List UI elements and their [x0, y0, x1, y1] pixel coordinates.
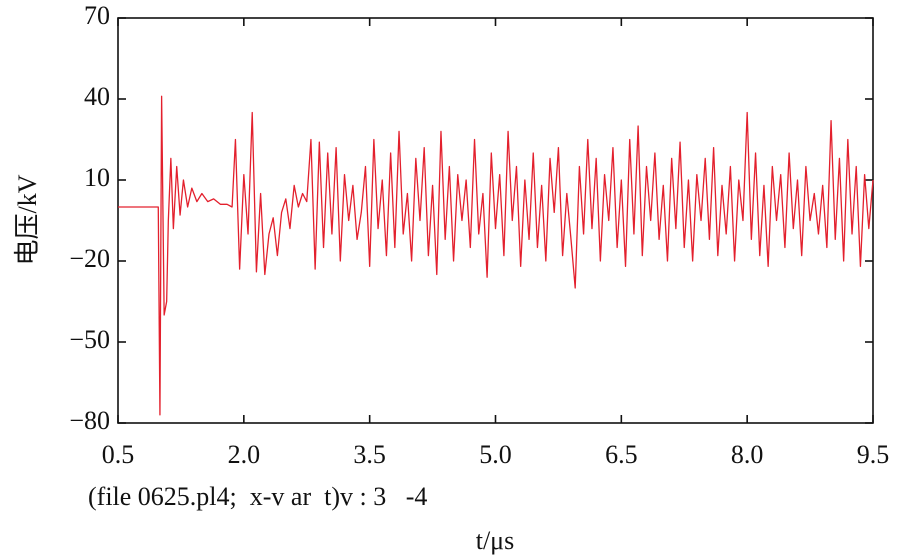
y-tick-label: −50: [69, 325, 110, 354]
y-axis-label: 电压/kV: [13, 174, 42, 265]
signal-line: [118, 95, 874, 416]
x-tick-label: 3.5: [353, 440, 386, 469]
y-tick-label: 70: [84, 1, 110, 30]
y-tick-label: −80: [69, 406, 110, 435]
x-tick-label: 8.0: [731, 440, 764, 469]
x-tick-label: 0.5: [102, 440, 135, 469]
x-tick-label: 6.5: [605, 440, 638, 469]
x-tick-label: 2.0: [228, 440, 261, 469]
annotation: (file 0625.pl4; x-v ar t)v : 3 -4: [88, 482, 427, 511]
x-axis-label: t/μs: [476, 526, 515, 555]
y-tick-label: 40: [84, 82, 110, 111]
x-tick-label: 9.5: [857, 440, 890, 469]
y-tick-label: −20: [69, 244, 110, 273]
x-tick-label: 5.0: [479, 440, 512, 469]
y-tick-label: 10: [84, 163, 110, 192]
